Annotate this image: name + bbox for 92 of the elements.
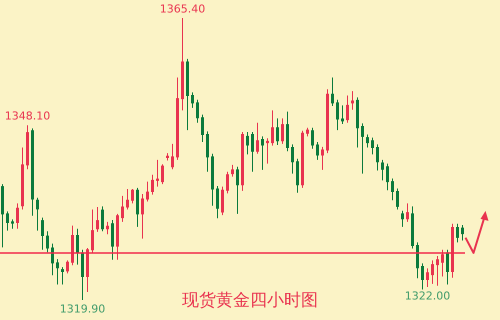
candlestick: [381, 159, 384, 181]
candlestick: [206, 130, 209, 172]
candlestick: [391, 178, 394, 201]
candlestick: [101, 206, 104, 232]
candlestick: [51, 243, 54, 276]
candlestick: [346, 94, 349, 124]
candlestick: [401, 210, 404, 228]
candlestick: [161, 164, 164, 185]
candlestick: [26, 124, 29, 170]
candlestick: [141, 194, 144, 240]
candlestick: [231, 164, 234, 178]
candlestick: [261, 136, 264, 170]
candlestick: [146, 181, 149, 202]
candlestick: [266, 138, 269, 164]
candlestick: [111, 220, 114, 260]
candlestick: [66, 260, 69, 274]
candlestick: [281, 118, 284, 144]
candlestick: [396, 188, 399, 210]
candlestick: [366, 134, 369, 148]
candlestick: [371, 137, 374, 155]
candlestick: [326, 88, 329, 154]
candlestick: [406, 202, 409, 222]
candlestick: [331, 77, 334, 107]
candlestick: [11, 218, 14, 230]
candlestick: [106, 221, 109, 235]
candlestick: [156, 159, 159, 188]
candlestick: [416, 242, 419, 279]
candlestick: [456, 223, 459, 243]
candlestick: [321, 146, 324, 170]
candlestick: [341, 104, 344, 124]
candlestick: [41, 217, 44, 250]
candlestick: [21, 147, 24, 210]
candlestick: [411, 206, 414, 250]
candlestick: [81, 249, 84, 300]
text: 现货黄金四小时图: [182, 290, 318, 310]
candlestick: [56, 258, 59, 286]
candlestick: [241, 132, 244, 192]
candlestick: [461, 224, 464, 241]
candlestick: [216, 185, 219, 219]
candlestick: [201, 114, 204, 142]
candlestick: [96, 206, 99, 232]
candlestick: [236, 166, 239, 214]
candlestick: [121, 195, 124, 222]
candlestick: [426, 268, 429, 288]
candlestick: [431, 260, 434, 284]
candlestick: [181, 18, 184, 111]
candlestick: [76, 228, 79, 266]
annotation: 1319.90: [60, 302, 106, 316]
candlestick: [36, 197, 39, 232]
candlestick: [126, 188, 129, 210]
candlestick: [221, 186, 224, 216]
candlestick: [276, 118, 279, 146]
candlestick: [166, 152, 169, 162]
annotation: 1365.40: [160, 2, 206, 16]
candlestick: [191, 92, 194, 108]
candlestick: [436, 255, 439, 286]
candlestick: [376, 144, 379, 171]
candlestick: [186, 58, 189, 131]
annotation: 1348.10: [4, 110, 50, 123]
candlestick: [131, 188, 134, 204]
candlestick: [386, 163, 389, 191]
candlestick: [1, 184, 4, 248]
candlestick: [316, 141, 319, 160]
candlestick: [226, 171, 229, 194]
candlestick: [356, 96, 359, 148]
candlestick: [46, 230, 49, 253]
candlestick: [171, 143, 174, 170]
candlestick: [291, 144, 294, 174]
candlestick: [421, 262, 424, 290]
candlestick: [31, 128, 34, 216]
candlestick: [351, 90, 354, 110]
candlestick: [301, 130, 304, 188]
candlestick: [246, 132, 249, 155]
candlestick: [311, 127, 314, 150]
candlestick: [136, 187, 139, 228]
candlestick: [286, 111, 289, 152]
annotation: 1322.00: [404, 289, 450, 302]
candlestick: [306, 127, 309, 137]
candlestick: [16, 202, 19, 230]
candlestick: [251, 132, 254, 172]
candlestick: [211, 153, 214, 206]
candlestick: [256, 122, 259, 154]
candlestick: [336, 99, 339, 131]
candlestick: [446, 249, 449, 286]
candlestick: [151, 174, 154, 196]
candlestick: [361, 122, 364, 174]
candlestick: [6, 210, 9, 232]
candlestick: [196, 99, 199, 124]
candlestick: [61, 266, 64, 286]
candlestick: [176, 77, 179, 160]
candlestick: [271, 110, 274, 146]
candlestick: [296, 158, 299, 194]
